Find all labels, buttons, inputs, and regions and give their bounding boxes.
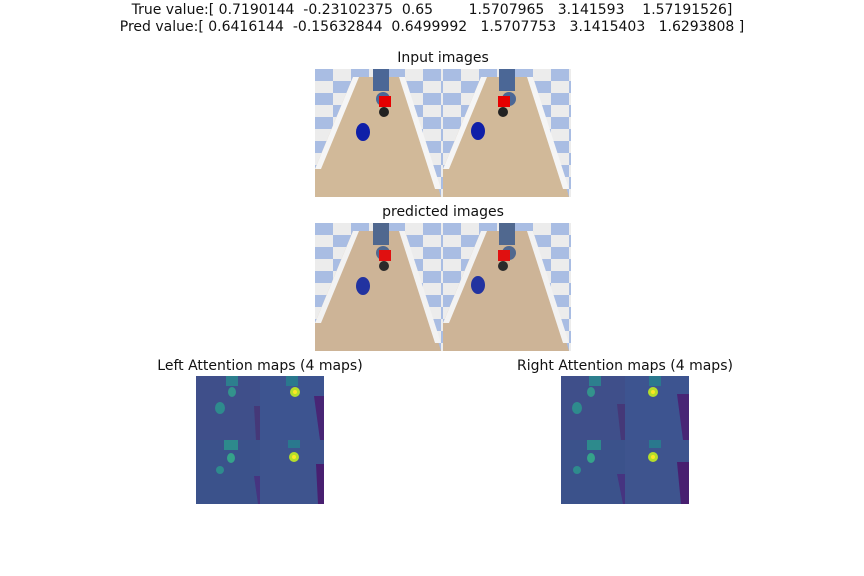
input-right-view xyxy=(443,69,571,197)
input-images-panel xyxy=(315,69,571,197)
right-attention-maps xyxy=(561,376,689,504)
right-attention-map-4 xyxy=(625,440,689,504)
predicted-right-view xyxy=(443,223,571,351)
left-attention-map-3 xyxy=(196,440,260,504)
left-attention-maps xyxy=(196,376,324,504)
pred-value-text: Pred value:[ 0.6416144 -0.15632844 0.649… xyxy=(119,19,745,35)
right-attention-map-1 xyxy=(561,376,625,440)
left-attention-title: Left Attention maps (4 maps) xyxy=(157,358,363,374)
input-images-title: Input images xyxy=(397,50,489,66)
predicted-images-panel xyxy=(315,223,571,351)
left-attention-map-4 xyxy=(260,440,324,504)
right-attention-map-2 xyxy=(625,376,689,440)
true-value-text: True value:[ 0.7190144 -0.23102375 0.65 … xyxy=(131,2,733,18)
input-left-view xyxy=(315,69,443,197)
left-attention-map-2 xyxy=(260,376,324,440)
left-attention-map-1 xyxy=(196,376,260,440)
right-attention-title: Right Attention maps (4 maps) xyxy=(517,358,733,374)
right-attention-map-3 xyxy=(561,440,625,504)
predicted-images-title: predicted images xyxy=(382,204,504,220)
predicted-left-view xyxy=(315,223,443,351)
